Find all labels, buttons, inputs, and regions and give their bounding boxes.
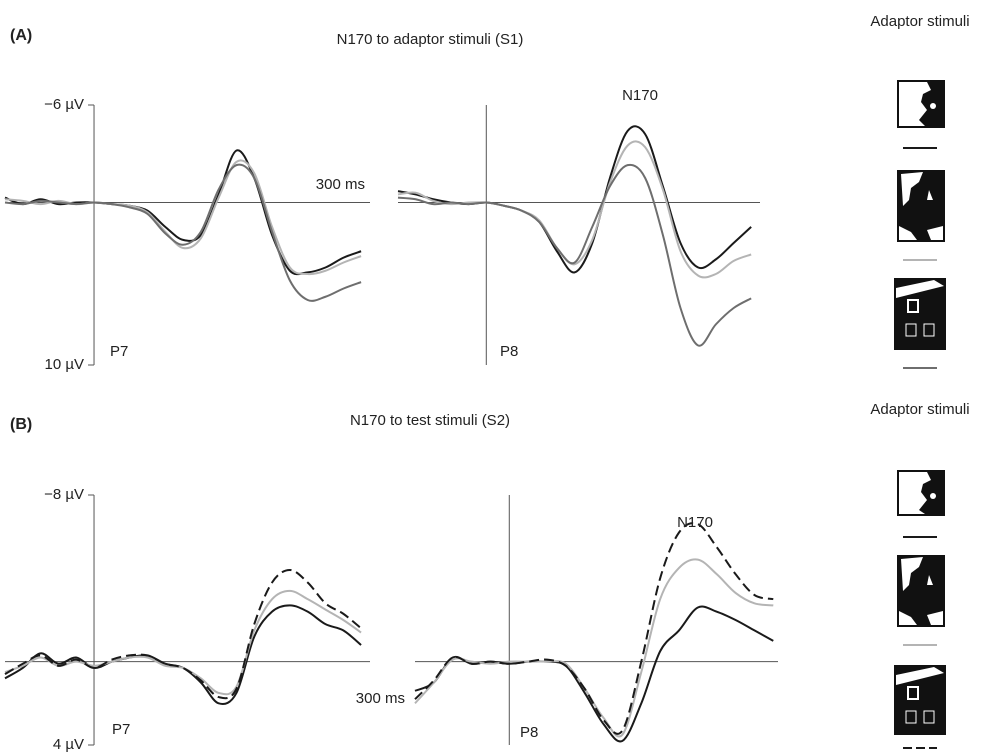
channel-label: P8 [500,343,518,360]
y-tick-label: 4 µV [53,736,84,753]
waveform [397,125,752,274]
channel-label: P7 [110,343,128,360]
peak-label: N170 [677,514,713,531]
legend-title: Adaptor stimuli [870,13,969,30]
y-tick-label: 10 µV [45,356,85,373]
waveform [4,589,362,696]
panel-label: (A) [10,27,32,44]
face-image [897,170,945,242]
stimulus-images [894,80,946,735]
waveform [414,558,774,738]
channel-label: P7 [112,721,130,738]
house-image [894,665,946,735]
face-image [897,470,945,516]
waveform [4,163,362,302]
waveform [397,140,752,279]
channel-label: P8 [520,724,538,741]
panel-label: (B) [10,416,32,433]
face-image [897,80,945,128]
waveform [414,605,774,743]
panel-title: N170 to test stimuli (S2) [350,412,510,429]
waveform [4,604,362,705]
y-tick-label: −8 µV [44,486,84,503]
waveform [4,149,362,276]
waveform [397,163,752,347]
legend-title: Adaptor stimuli [870,401,969,418]
waveform [414,522,774,735]
peak-label: N170 [622,87,658,104]
waveform [4,159,362,276]
house-image [894,278,946,350]
y-tick-label: −6 µV [44,96,84,113]
face-image [897,555,945,627]
panel-title: N170 to adaptor stimuli (S1) [337,31,524,48]
waveform [4,568,362,700]
x-axis-label: 300 ms [356,690,405,707]
x-axis-label: 300 ms [316,176,365,193]
